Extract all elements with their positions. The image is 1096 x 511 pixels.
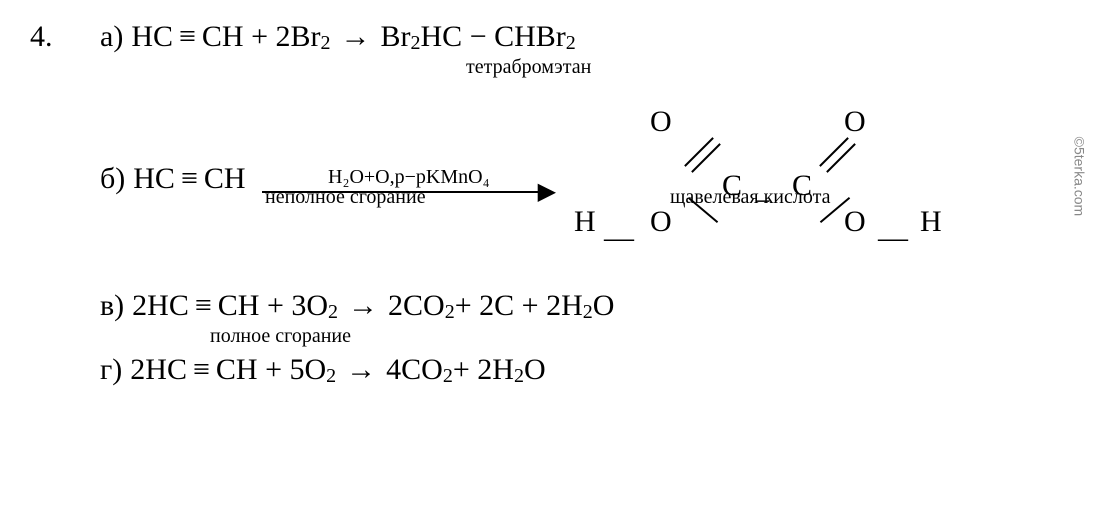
label-a: а) bbox=[100, 20, 123, 54]
equation-row-a: 4. а) HC ≡ CH + 2Br2 → Br2 HC − CHBr2 те… bbox=[30, 20, 1066, 54]
equation-g-content: г) 2HC ≡ CH + 5O2 → 4CO2 + 2H2 O bbox=[100, 353, 1066, 387]
equation-b-line: б) HC ≡ CH H₂O+O,р−рKMnO₄ ▶ O O C C O bbox=[100, 109, 1066, 249]
eq-g-s1: 2 bbox=[326, 365, 336, 388]
equation-v-content: в) 2HC ≡ CH + 3O2 → 2CO2 + 2C + 2H2 O по… bbox=[100, 289, 1066, 323]
eq-a-rsub1: 2 bbox=[411, 32, 421, 55]
eq-a-rhs1: Br bbox=[381, 20, 411, 54]
annotation-tetrabromoethane: тетрабромэтан bbox=[466, 56, 591, 79]
eq-b-formula: HC ≡ CH bbox=[133, 162, 245, 196]
eq-v-formula: 2HC ≡ CH + 3O2 → 2CO2 + 2C + 2H2 O bbox=[132, 289, 614, 323]
triple-bond-icon: ≡ bbox=[181, 162, 198, 196]
arrow-icon: → bbox=[346, 353, 376, 387]
arrow-icon: → bbox=[348, 289, 378, 323]
equation-v-line: в) 2HC ≡ CH + 3O2 → 2CO2 + 2C + 2H2 O по… bbox=[100, 289, 1066, 323]
annotation-complete-combustion: полное сгорание bbox=[210, 325, 351, 348]
eq-v-s3: 2 bbox=[583, 301, 593, 324]
label-b: б) bbox=[100, 162, 125, 196]
eq-g-formula: 2HC ≡ CH + 5O2 → 4CO2 + 2H2 O bbox=[130, 353, 545, 387]
equation-row-v: в) 2HC ≡ CH + 3O2 → 2CO2 + 2C + 2H2 O по… bbox=[30, 289, 1066, 323]
eq-g-t3: 4CO bbox=[386, 353, 443, 387]
eq-g-t1: 2HC bbox=[130, 353, 187, 387]
double-bond-line bbox=[691, 143, 721, 173]
eq-a-sub1: 2 bbox=[321, 32, 331, 55]
atom-H: H bbox=[574, 205, 596, 239]
equation-g-line: г) 2HC ≡ CH + 5O2 → 4CO2 + 2H2 O bbox=[100, 353, 1066, 387]
atom-O: O bbox=[650, 105, 672, 139]
equation-row-b: б) HC ≡ CH H₂O+O,р−рKMnO₄ ▶ O O C C O bbox=[30, 109, 1066, 249]
eq-g-t4: + 2H bbox=[453, 353, 514, 387]
triple-bond-icon: ≡ bbox=[179, 20, 196, 54]
triple-bond-icon: ≡ bbox=[195, 289, 212, 323]
atom-O: O bbox=[844, 205, 866, 239]
eq-v-t5: O bbox=[593, 289, 615, 323]
atom-O: O bbox=[650, 205, 672, 239]
oxalic-acid-structure: O O C C O O H H − — — bbox=[582, 109, 962, 249]
label-v: в) bbox=[100, 289, 124, 323]
eq-a-rhs2: HC − CHBr bbox=[421, 20, 566, 54]
eq-a-lhs2: CH + 2Br bbox=[202, 20, 321, 54]
eq-v-t3: 2CO bbox=[388, 289, 445, 323]
triple-bond-icon: ≡ bbox=[193, 353, 210, 387]
annotation-incomplete-combustion: неполное сгорание bbox=[265, 186, 426, 209]
eq-v-t2: CH + 3O bbox=[218, 289, 328, 323]
eq-v-t1: 2HC bbox=[132, 289, 189, 323]
eq-g-t5: O bbox=[524, 353, 546, 387]
eq-a-lhs1: HC bbox=[131, 20, 173, 54]
equation-row-g: г) 2HC ≡ CH + 5O2 → 4CO2 + 2H2 O bbox=[30, 353, 1066, 387]
eq-v-s2: 2 bbox=[445, 301, 455, 324]
eq-g-s2: 2 bbox=[443, 365, 453, 388]
atom-O: O bbox=[844, 105, 866, 139]
label-g: г) bbox=[100, 353, 122, 387]
eq-g-s3: 2 bbox=[514, 365, 524, 388]
eq-b-lhs2: CH bbox=[204, 162, 246, 196]
eq-v-t4: + 2C + 2H bbox=[455, 289, 583, 323]
atom-H: H bbox=[920, 205, 942, 239]
bond-h-o: — bbox=[604, 221, 634, 255]
equation-a-line: а) HC ≡ CH + 2Br2 → Br2 HC − CHBr2 тетра… bbox=[100, 20, 1066, 54]
arrow-icon: → bbox=[341, 20, 371, 54]
eq-v-s1: 2 bbox=[328, 301, 338, 324]
double-bond-line bbox=[826, 143, 856, 173]
eq-a-formula: HC ≡ CH + 2Br2 → Br2 HC − CHBr2 bbox=[131, 20, 575, 54]
eq-g-t2: CH + 5O bbox=[216, 353, 326, 387]
problem-number: 4. bbox=[30, 20, 100, 54]
eq-a-rsub2: 2 bbox=[566, 32, 576, 55]
watermark-text: ©5terka.com bbox=[1072, 136, 1088, 216]
annotation-oxalic-acid: щавелевая кислота bbox=[670, 186, 830, 209]
equation-a-content: а) HC ≡ CH + 2Br2 → Br2 HC − CHBr2 тетра… bbox=[100, 20, 1066, 54]
bond-h-o: — bbox=[878, 221, 908, 255]
eq-b-lhs1: HC bbox=[133, 162, 175, 196]
equation-b-content: б) HC ≡ CH H₂O+O,р−рKMnO₄ ▶ O O C C O bbox=[100, 109, 1066, 249]
